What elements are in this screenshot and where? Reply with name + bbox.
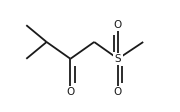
Text: O: O: [114, 87, 122, 97]
Text: O: O: [66, 87, 75, 97]
Text: O: O: [114, 20, 122, 30]
Text: S: S: [115, 54, 121, 64]
